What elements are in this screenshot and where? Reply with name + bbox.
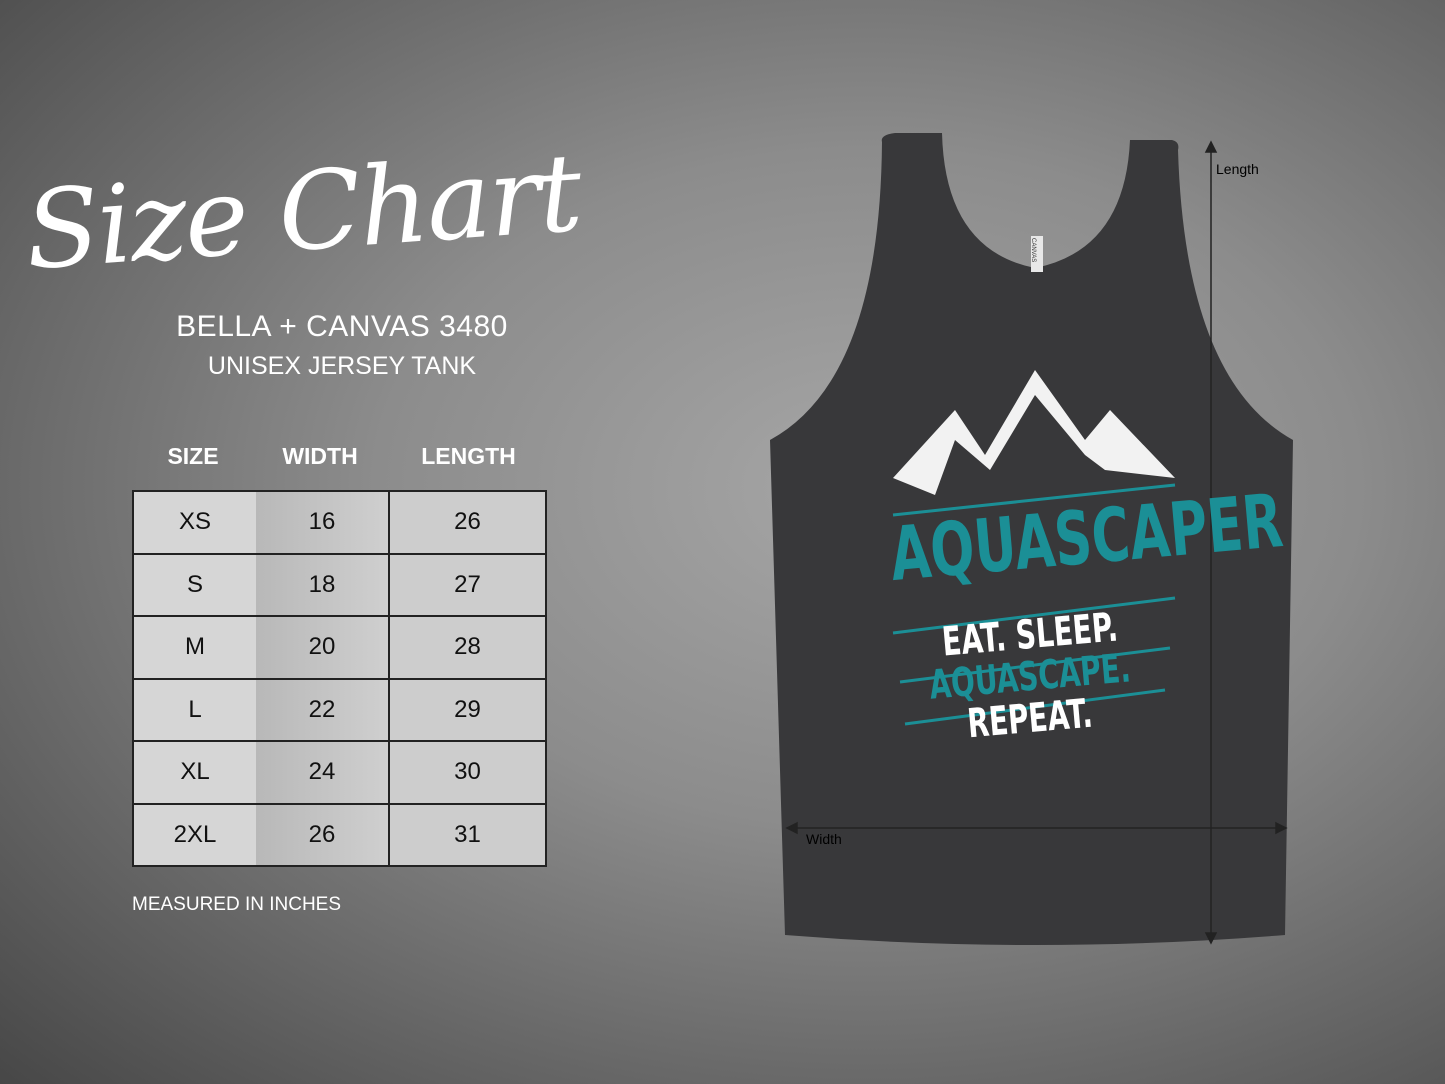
size-table: XS 16 26 S 18 27 M 20 28 L 22 29 XL 24 30 2XL 26 31 (132, 490, 547, 867)
width-cell: 24 (256, 740, 390, 805)
brand-model: BELLA + CANVAS 3480 (176, 310, 508, 343)
tank-top-shape (770, 133, 1293, 945)
table-row: XL 24 30 (132, 740, 547, 805)
neck-tag-text: CANVAS (1030, 238, 1036, 263)
length-cell: 30 (388, 740, 547, 805)
width-label: Width (806, 831, 842, 847)
measurement-note: MEASURED IN INCHES (132, 894, 342, 915)
column-header-length: LENGTH (421, 443, 516, 469)
size-cell: M (132, 615, 256, 680)
width-cell: 22 (256, 677, 390, 742)
length-label: Length (1216, 161, 1259, 177)
table-row: M 20 28 (132, 615, 547, 680)
length-cell: 26 (388, 490, 547, 555)
mountains-graphic (893, 370, 1175, 495)
neck-tag (1031, 236, 1043, 272)
column-header-size: SIZE (167, 443, 219, 469)
table-row: XS 16 26 (132, 490, 547, 555)
size-cell: 2XL (132, 802, 256, 867)
width-cell: 16 (256, 490, 390, 555)
width-cell: 20 (256, 615, 390, 680)
design-lines (892, 483, 1176, 726)
column-header-width: WIDTH (282, 443, 358, 469)
width-cell: 26 (256, 802, 390, 867)
size-cell: XL (132, 740, 256, 805)
table-row: S 18 27 (132, 552, 547, 617)
size-cell: S (132, 552, 256, 617)
product-type: UNISEX JERSEY TANK (207, 352, 477, 380)
measure-arrows (785, 140, 1288, 945)
table-row: L 22 29 (132, 677, 547, 742)
length-cell: 29 (388, 677, 547, 742)
size-cell: L (132, 677, 256, 742)
width-cell: 18 (256, 552, 390, 617)
length-cell: 31 (388, 802, 547, 867)
length-cell: 27 (388, 552, 547, 617)
size-cell: XS (132, 490, 256, 555)
length-cell: 28 (388, 615, 547, 680)
table-row: 2XL 26 31 (132, 802, 547, 867)
